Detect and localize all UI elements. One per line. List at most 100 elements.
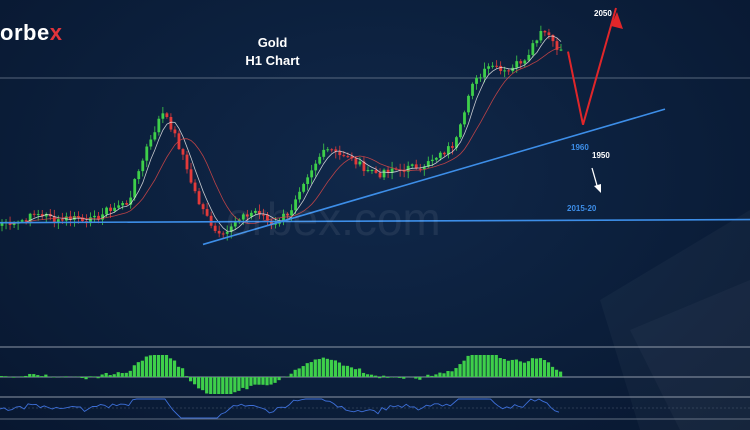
orbex-logo: orbex xyxy=(0,20,62,46)
candle-body xyxy=(161,113,165,119)
histogram-bar xyxy=(369,374,374,377)
candle-body xyxy=(97,215,100,220)
candle-body xyxy=(471,83,474,96)
histogram-bar xyxy=(233,377,237,393)
histogram-bar xyxy=(426,374,430,377)
histogram-bar xyxy=(486,355,490,377)
candle-body xyxy=(286,213,289,216)
histogram-bar xyxy=(285,376,289,377)
histogram-bar xyxy=(273,377,277,383)
oscillator-line xyxy=(0,398,560,419)
candle-body xyxy=(201,204,205,210)
candle-body xyxy=(491,65,495,67)
candle-body xyxy=(535,40,539,44)
candle-body xyxy=(382,169,386,178)
candle-body xyxy=(56,219,60,223)
histogram-bar xyxy=(301,366,305,377)
candle-body xyxy=(302,183,306,192)
candle-body xyxy=(149,139,153,147)
histogram-bar xyxy=(164,355,169,377)
candle-body xyxy=(366,170,370,172)
histogram-bar xyxy=(430,375,434,377)
candle-body xyxy=(422,166,426,170)
candle-body xyxy=(531,43,535,55)
histogram-bar xyxy=(502,359,506,377)
histogram-bar xyxy=(482,355,486,377)
candle-body xyxy=(390,168,394,173)
histogram-bar xyxy=(124,372,128,377)
candle-body xyxy=(209,215,213,226)
histogram-bar xyxy=(462,360,466,377)
candle-body xyxy=(463,112,466,125)
candle-body xyxy=(233,221,237,227)
candle-body xyxy=(117,205,121,208)
moving-average-line xyxy=(1,46,562,225)
forecast-path xyxy=(567,7,617,125)
histogram-bar xyxy=(44,374,48,377)
candle-body xyxy=(306,177,310,184)
candle-body xyxy=(24,220,28,222)
candle-body xyxy=(290,210,293,216)
histogram-bar xyxy=(349,367,354,377)
candle-body xyxy=(298,191,302,200)
candle-body xyxy=(245,214,249,217)
histogram-bar xyxy=(382,375,386,377)
candle-body xyxy=(40,214,44,217)
histogram-bar xyxy=(4,376,8,377)
candle-body xyxy=(551,35,555,42)
histogram-bar xyxy=(253,377,257,385)
candle-body xyxy=(32,213,36,215)
candle-body xyxy=(559,49,563,51)
candle-body xyxy=(326,149,330,151)
long-trendline xyxy=(0,218,750,224)
histogram-bar xyxy=(100,374,104,377)
histogram-bar xyxy=(466,355,470,377)
histogram-bar xyxy=(241,377,245,388)
histogram-bar xyxy=(313,359,317,377)
histogram-bar xyxy=(40,376,44,377)
candle-body xyxy=(330,149,334,151)
candle-body xyxy=(60,219,64,221)
candle-body xyxy=(217,230,221,234)
candle-body xyxy=(266,214,269,221)
histogram-bar xyxy=(96,377,100,379)
candle-body xyxy=(527,54,531,61)
candle-body xyxy=(294,199,297,211)
candle-body xyxy=(442,152,446,155)
candle-body xyxy=(487,66,491,69)
histogram-bar xyxy=(333,360,337,377)
candle-body xyxy=(0,222,4,226)
histogram-bar xyxy=(132,365,136,377)
histogram-bar xyxy=(84,377,88,380)
candle-body xyxy=(213,225,217,231)
histogram-bar xyxy=(108,375,112,377)
candle-body xyxy=(414,164,418,169)
histogram-bar xyxy=(470,355,474,377)
candle-body xyxy=(374,170,378,173)
histogram-bar xyxy=(289,373,293,377)
histogram-bar xyxy=(357,368,362,377)
histogram-bar xyxy=(32,374,36,377)
histogram-bar xyxy=(478,355,482,377)
candle-body xyxy=(109,207,112,211)
histogram-bar xyxy=(309,362,313,377)
candle-body xyxy=(105,207,108,215)
candle-body xyxy=(354,158,358,165)
candle-body xyxy=(418,168,422,170)
histogram-bar xyxy=(386,377,390,378)
histogram-bar xyxy=(225,377,229,394)
histogram-bar xyxy=(217,377,221,394)
candle-body xyxy=(193,182,197,192)
histogram-bar xyxy=(353,369,358,377)
histogram-bar xyxy=(454,368,458,377)
candle-body xyxy=(274,223,277,225)
histogram-bar xyxy=(205,377,209,394)
candle-body xyxy=(141,160,145,172)
candle-body xyxy=(370,170,374,172)
candle-body xyxy=(483,68,486,78)
candle-body xyxy=(221,233,225,235)
candle-body xyxy=(451,146,454,148)
histogram-bar xyxy=(148,355,153,377)
candle-body xyxy=(81,217,84,222)
